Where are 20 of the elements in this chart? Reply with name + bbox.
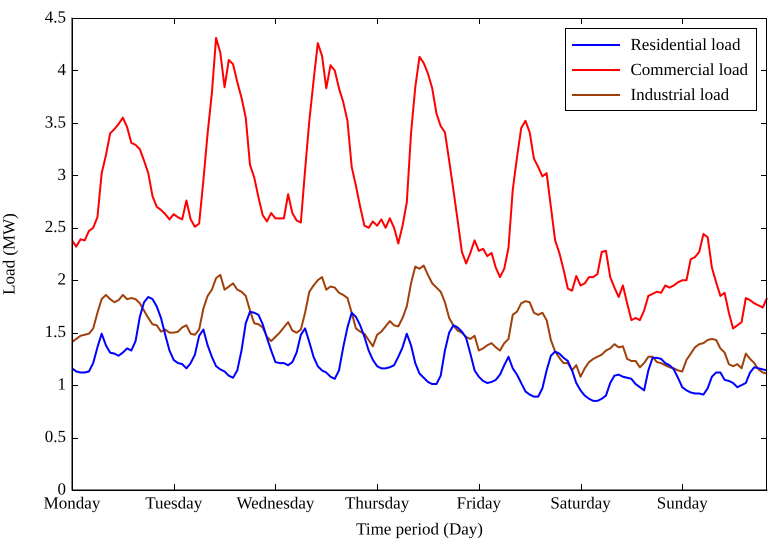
y-tick-label: 0.5: [44, 427, 66, 446]
y-axis-title: Load (MW): [0, 213, 19, 295]
y-tick-label: 4.5: [44, 7, 66, 26]
y-tick-label: 3.5: [44, 112, 66, 132]
x-tick-label: Saturday: [550, 494, 612, 513]
legend-label: Residential load: [630, 34, 740, 56]
x-tick-label: Sunday: [656, 494, 708, 513]
y-tick-label: 2: [58, 270, 66, 289]
y-tick-label: 3: [58, 164, 66, 184]
x-tick-label: Friday: [456, 494, 502, 513]
x-tick-label: Wednesday: [236, 494, 315, 513]
y-tick-label: 1: [58, 374, 66, 394]
x-axis-title: Time period (Day): [356, 519, 483, 538]
y-tick-label: 1.5: [44, 322, 66, 342]
legend-label: Commercial load: [630, 59, 748, 81]
y-tick-label: 2.5: [44, 217, 66, 236]
legend-label: Industrial load: [630, 84, 730, 106]
x-tick-label: Tuesday: [145, 494, 203, 513]
x-tick-label: Thursday: [345, 494, 410, 513]
y-tick-label: 4: [58, 60, 66, 79]
